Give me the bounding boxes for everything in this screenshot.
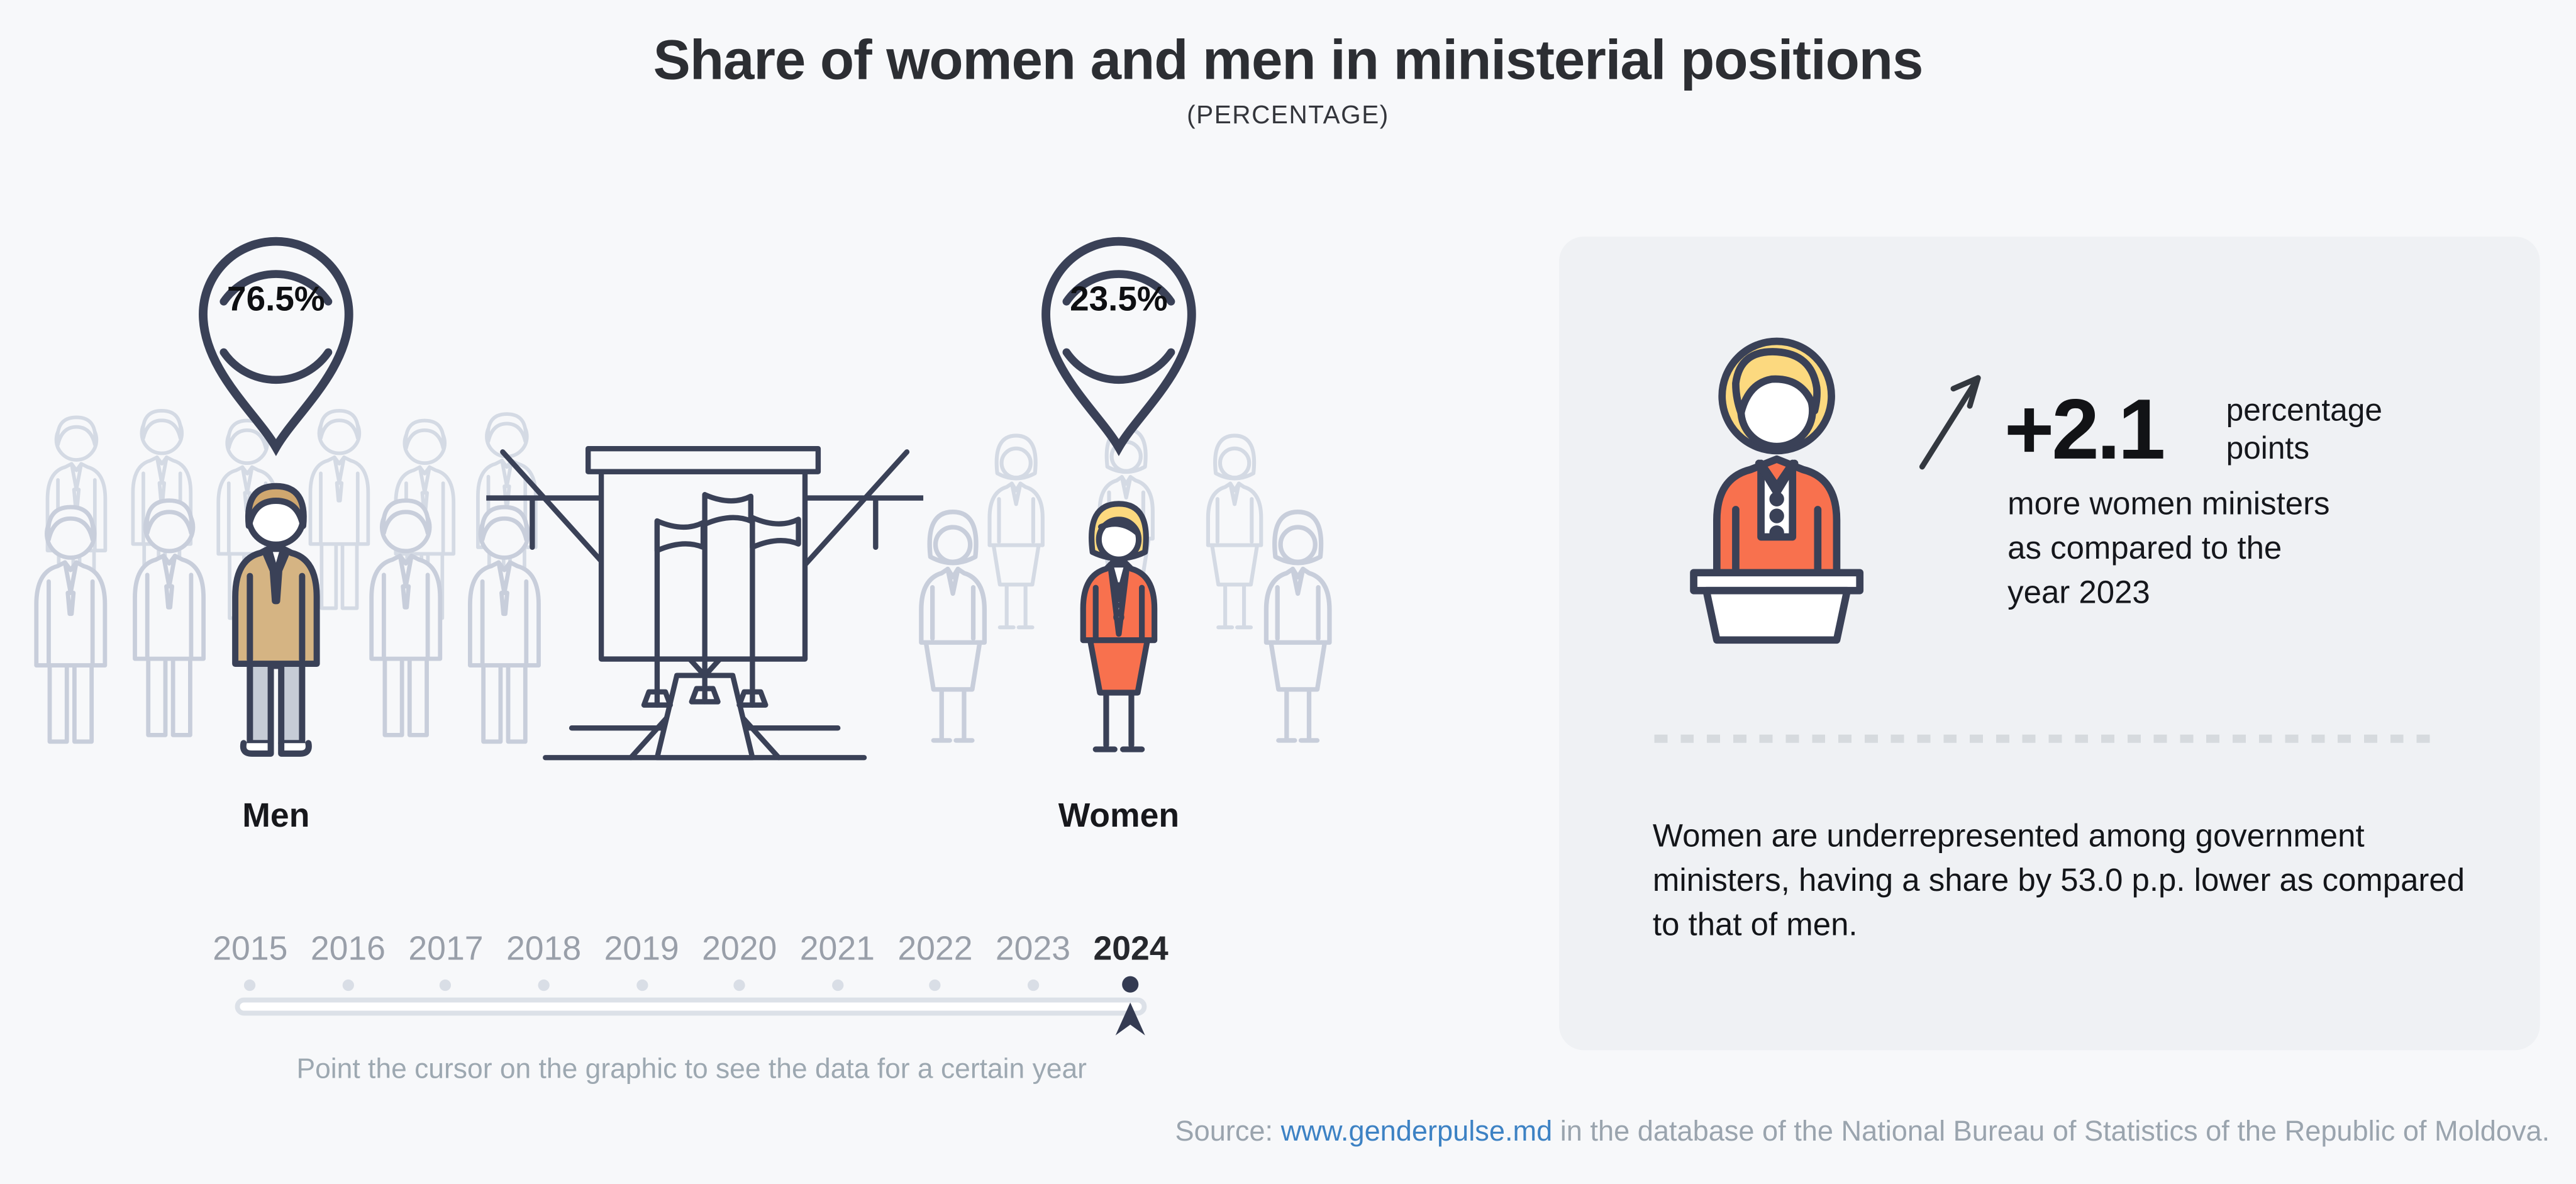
- source-suffix: in the database of the National Bureau o…: [1552, 1114, 2550, 1148]
- men-share-value: 76.5%: [227, 281, 325, 319]
- timeline-slider-track[interactable]: [235, 997, 1147, 1016]
- timeline-dot-2021[interactable]: [831, 979, 843, 991]
- timeline-dot-2024[interactable]: [1123, 976, 1140, 993]
- timeline-dot-2015[interactable]: [244, 979, 256, 991]
- timeline-cursor-icon[interactable]: [1111, 988, 1150, 1037]
- page-title: Share of women and men in ministerial po…: [653, 30, 1924, 92]
- women-share-value: 23.5%: [1070, 281, 1168, 319]
- timeline-year-2018[interactable]: 2018: [506, 930, 582, 968]
- men-share-pin[interactable]: 76.5%: [187, 235, 365, 457]
- government-building-illustration[interactable]: [486, 416, 924, 771]
- timeline-year-2020[interactable]: 2020: [702, 930, 777, 968]
- timeline-hint: Point the cursor on the graphic to see t…: [296, 1053, 1087, 1085]
- summary-text: Women are underrepresented among governm…: [1652, 818, 2465, 944]
- pin-icon: [1041, 237, 1196, 457]
- timeline-year-2015[interactable]: 2015: [213, 930, 288, 968]
- highlighted-man-illustration[interactable]: [218, 480, 333, 773]
- highlighted-woman-illustration[interactable]: [1066, 500, 1171, 773]
- delta-unit: percentage points: [2226, 394, 2382, 467]
- summary-card: +2.1 percentage points more women minist…: [1559, 237, 2540, 1051]
- increase-arrow-icon: [1919, 375, 1981, 470]
- timeline-year-2023[interactable]: 2023: [995, 930, 1071, 968]
- timeline-dot-2017[interactable]: [440, 979, 452, 991]
- timeline-dot-2020[interactable]: [733, 979, 745, 991]
- delta-value: +2.1: [2004, 383, 2165, 479]
- source-link[interactable]: www.genderpulse.md: [1280, 1114, 1553, 1148]
- source-prefix: Source:: [1175, 1114, 1281, 1148]
- timeline-dots: [0, 976, 1479, 997]
- woman-at-podium-illustration: [1690, 337, 1864, 644]
- timeline-dot-2016[interactable]: [342, 979, 354, 991]
- delta-description: more women ministers as compared to the …: [2007, 486, 2330, 612]
- timeline-dot-2019[interactable]: [636, 979, 648, 991]
- timeline-year-2016[interactable]: 2016: [310, 930, 386, 968]
- timeline-dot-2023[interactable]: [1027, 979, 1039, 991]
- dashed-divider: [1654, 734, 2435, 743]
- timeline-year-2019[interactable]: 2019: [604, 930, 679, 968]
- timeline-year-2024[interactable]: 2024: [1093, 930, 1169, 968]
- timeline-year-2022[interactable]: 2022: [897, 930, 973, 968]
- women-group-label: Women: [1058, 796, 1180, 835]
- women-share-pin[interactable]: 23.5%: [1030, 235, 1208, 457]
- source-line: Source: www.genderpulse.md in the databa…: [0, 1114, 2550, 1149]
- timeline-years: 2015 2016 2017 2018 2019 2020 2021 2022 2023 2024: [0, 930, 1479, 973]
- timeline-dot-2018[interactable]: [538, 979, 550, 991]
- timeline-dot-2022[interactable]: [929, 979, 941, 991]
- pin-icon: [199, 237, 353, 457]
- timeline-year-2017[interactable]: 2017: [408, 930, 484, 968]
- page-subtitle: (PERCENTAGE): [1187, 101, 1389, 130]
- timeline-year-2021[interactable]: 2021: [799, 930, 875, 968]
- men-group-label: Men: [242, 796, 310, 835]
